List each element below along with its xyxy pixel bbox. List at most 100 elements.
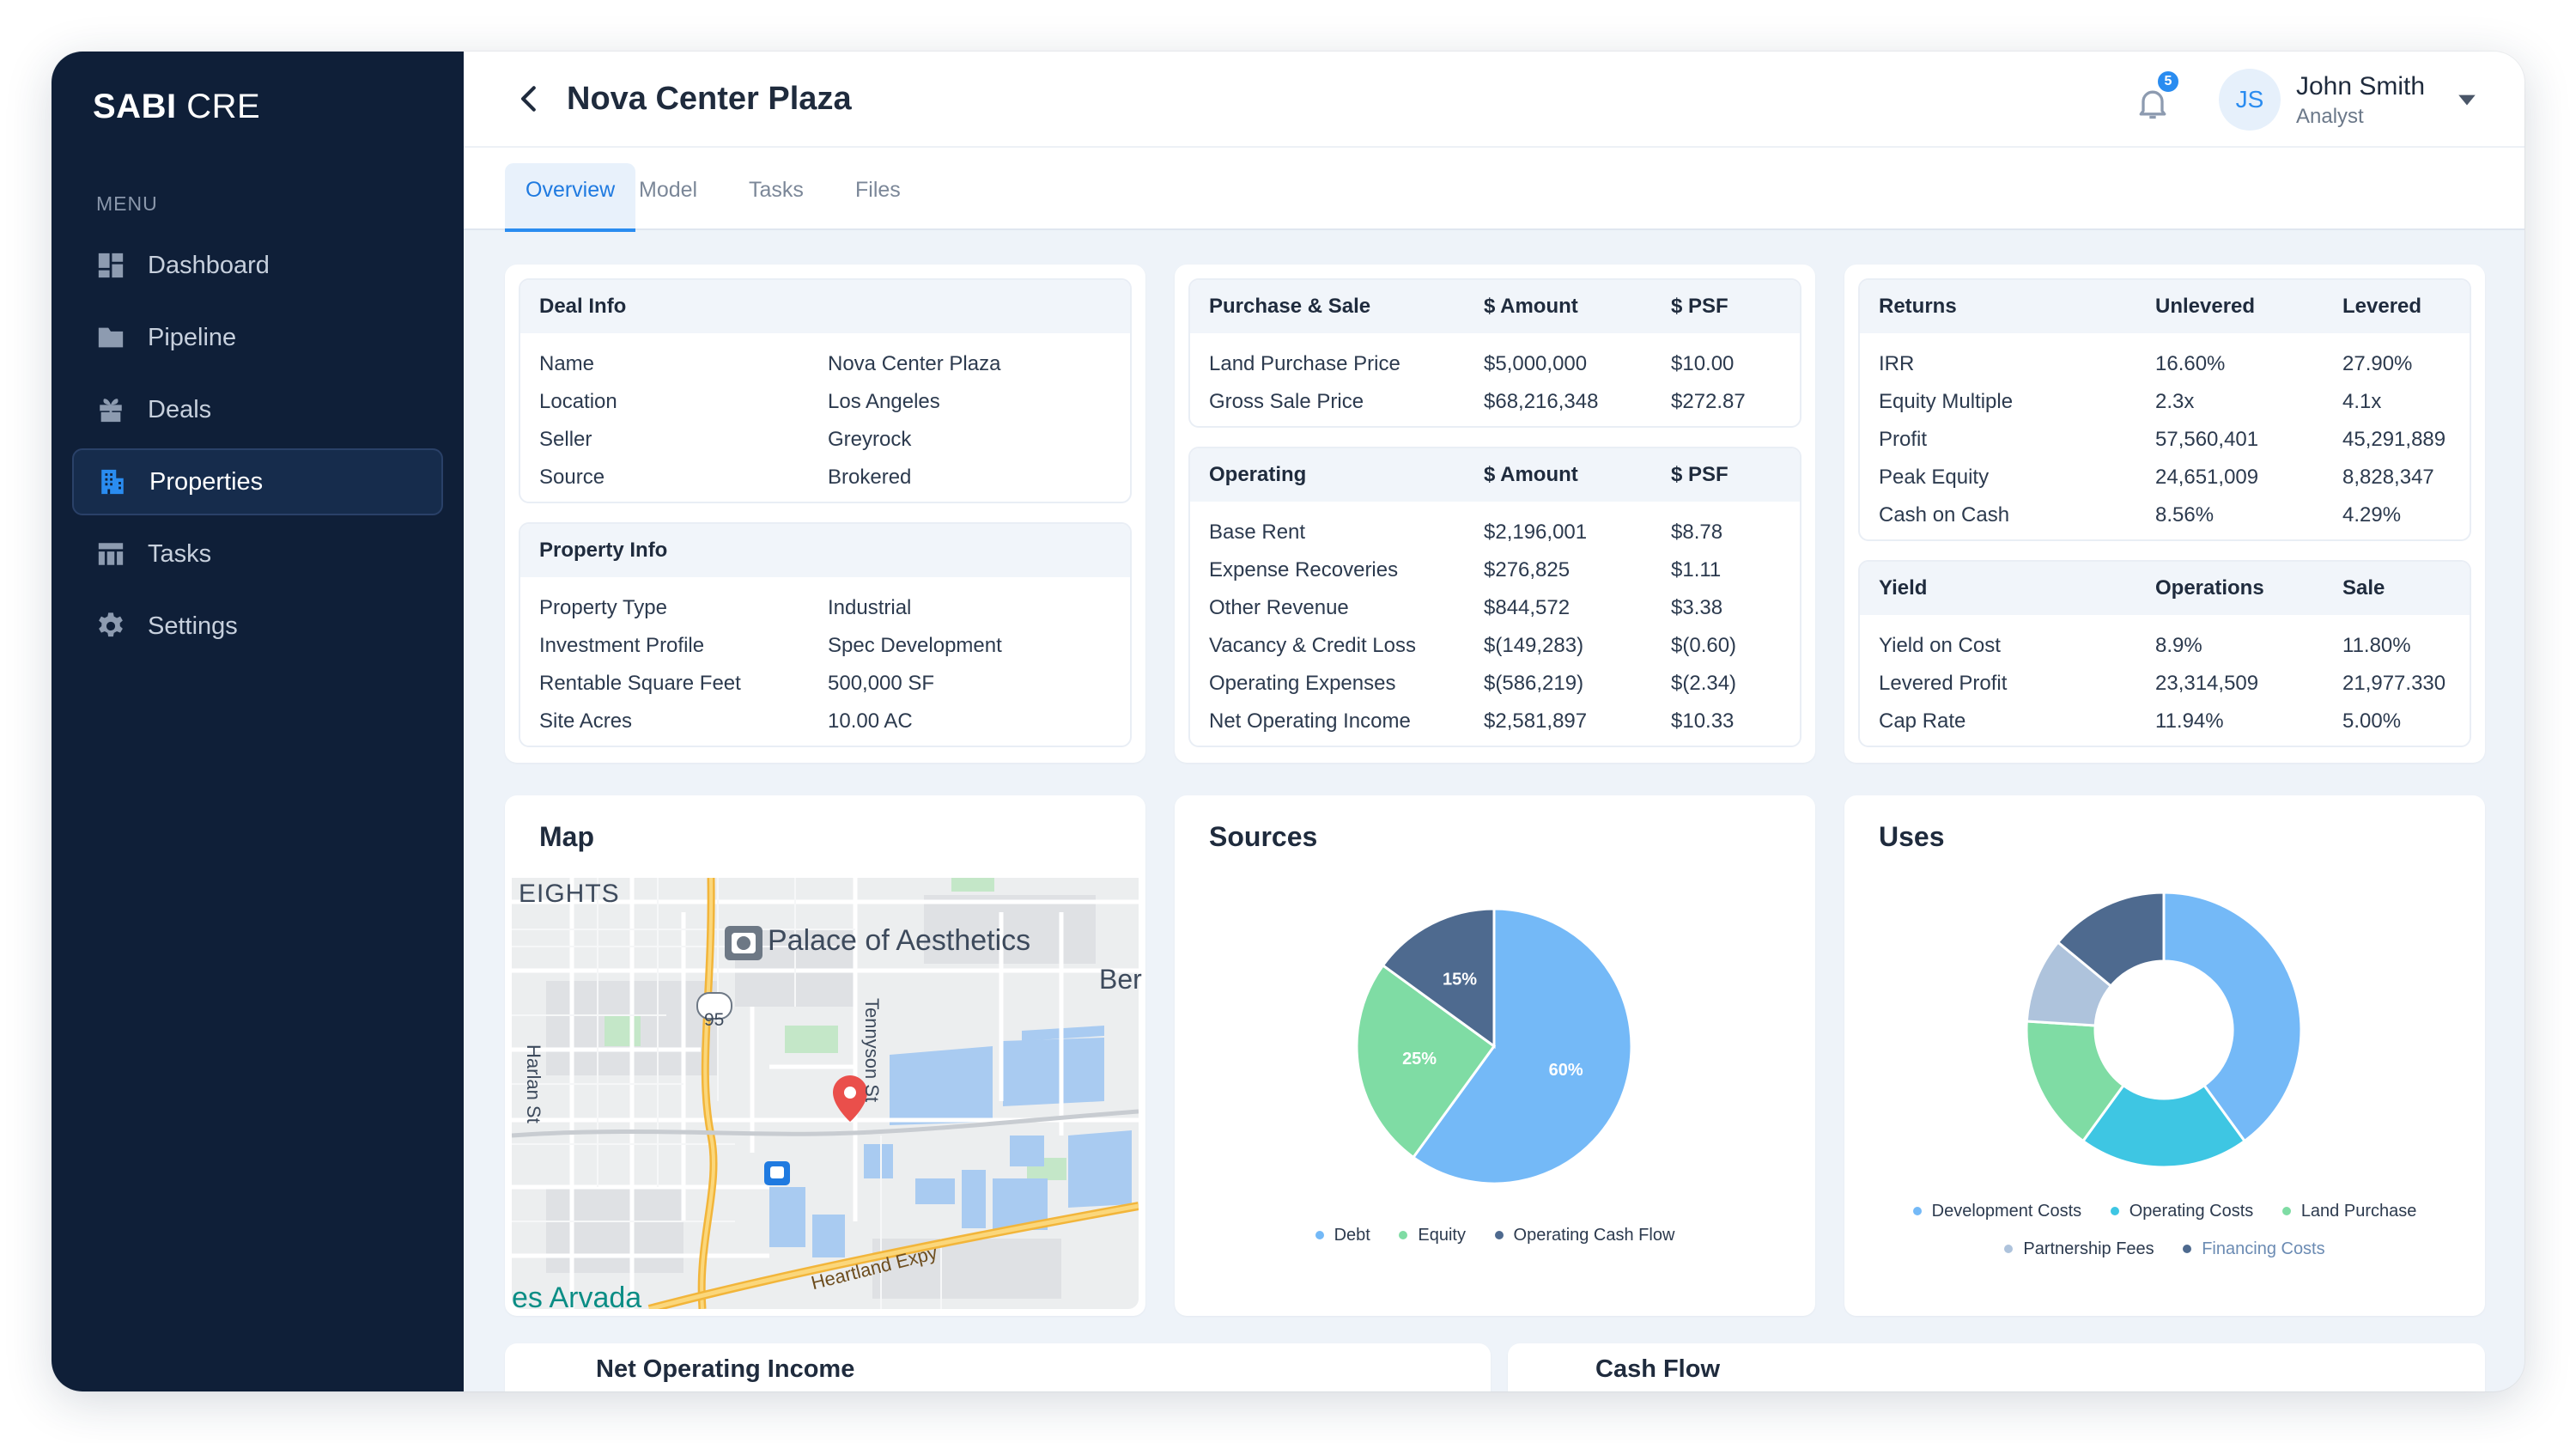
map-label-neighborhood: EIGHTS	[519, 880, 620, 908]
sidebar-item-label: Settings	[148, 612, 238, 640]
deal-info-card: Deal Info Name Nova Center Plaza Location…	[505, 265, 1145, 763]
pie-slice-financing-costs[interactable]	[2056, 891, 2166, 989]
table-row: Site Acres 10.00 AC	[539, 709, 913, 733]
table-row: Seller Greyrock	[539, 428, 912, 451]
property-info-table: Property Info Property Type Industrial In…	[519, 522, 1132, 747]
operating-table: Operating $ Amount $ PSF Base Rent $2,196,0…	[1188, 447, 1801, 747]
pie-slice-development-costs[interactable]	[2162, 891, 2303, 1143]
pie-slice-equity[interactable]	[1355, 963, 1497, 1160]
table-row: Peak Equity 24,651,009 8,828,347	[1879, 466, 2434, 489]
gift-icon	[100, 399, 122, 423]
table-row: Equity Multiple 2.3x 4.1x	[1879, 390, 2382, 413]
table-row: Net Operating Income $2,581,897 $10.33	[1209, 709, 1735, 733]
table-row: Vacancy & Credit Loss $(149,283) $(0.60)	[1209, 634, 1737, 657]
user-role: Analyst	[2296, 105, 2364, 128]
table-row: Land Purchase Price $5,000,000 $10.00	[1209, 352, 1735, 375]
header: Nova Center Plaza 5 JS John Smith Analys…	[464, 52, 2524, 146]
sidebar-item-settings[interactable]: Settings	[72, 593, 443, 660]
table-row: Gross Sale Price $68,216,348 $272.87	[1209, 390, 1746, 413]
map-label-partial: Ber	[1099, 964, 1142, 995]
brand-logo[interactable]: SABI CRE	[93, 88, 261, 125]
legend-item: Financing Costs	[2183, 1239, 2325, 1259]
street-label: Tennyson St	[861, 998, 883, 1103]
table-row: Other Revenue $844,572 $3.38	[1209, 596, 1723, 619]
sidebar-item-label: Properties	[149, 467, 264, 496]
table-row: Cap Rate 11.94% 5.00%	[1879, 709, 2402, 733]
map-title: Map	[539, 821, 594, 852]
table-row: Rentable Square Feet 500,000 SF	[539, 672, 935, 695]
sidebar-item-label: Tasks	[148, 539, 212, 568]
table-row: Profit 57,560,401 45,291,889	[1879, 428, 2446, 451]
street-label: Harlan St	[523, 1044, 544, 1123]
bell-icon[interactable]	[2134, 84, 2172, 122]
yield-table: Yield Operations Sale Yield on Cost 8.9% 11.…	[1858, 560, 2471, 747]
uses-card: Uses Development Costs Operating Costs L…	[1844, 795, 2485, 1316]
pie-slice-operating-cash-flow[interactable]	[1381, 907, 1496, 1049]
sidebar-item-properties[interactable]: Properties	[72, 448, 443, 515]
legend-item: Operating Cash Flow	[1494, 1226, 1674, 1245]
uses-legend-row1: Development Costs Operating Costs Land P…	[1844, 1201, 2485, 1221]
table-row: Cash on Cash 8.56% 4.29%	[1879, 503, 2402, 527]
table-row: Source Brokered	[539, 466, 912, 489]
deal-info-title: Deal Info	[520, 280, 1130, 333]
legend-item: Land Purchase	[2281, 1202, 2416, 1221]
sources-title: Sources	[1209, 821, 1318, 852]
sidebar-item-deals[interactable]: Deals	[72, 376, 443, 443]
uses-donut-chart	[2025, 891, 2303, 1169]
tab-model[interactable]: Model	[639, 178, 698, 202]
sidebar: SABI CRE MENU Dashboard Pipeline Deals P…	[52, 52, 464, 1391]
noi-title: Net Operating Income	[596, 1355, 855, 1383]
deal-info-table: Deal Info Name Nova Center Plaza Location…	[519, 278, 1132, 503]
folder-icon	[98, 327, 124, 348]
tab-files[interactable]: Files	[855, 178, 901, 202]
sources-pie-chart: 60% 25% 15%	[1355, 907, 1633, 1185]
table-row: Investment Profile Spec Development	[539, 634, 1002, 657]
table-row: Operating Expenses $(586,219) $(2.34)	[1209, 672, 1737, 695]
sidebar-item-pipeline[interactable]: Pipeline	[72, 304, 443, 371]
pie-label: 15%	[1443, 971, 1477, 989]
sidebar-item-dashboard[interactable]: Dashboard	[72, 232, 443, 299]
tab-overview[interactable]: Overview	[505, 163, 636, 232]
table-header: Yield Operations Sale	[1860, 562, 2470, 615]
table-row: Property Type Industrial	[539, 596, 912, 619]
map-label-city: es Arvada	[512, 1282, 642, 1314]
pie-slice-operating-costs[interactable]	[2081, 1083, 2247, 1169]
pie-slice-debt[interactable]	[1411, 907, 1633, 1185]
returns-card: Returns Unlevered Levered IRR 16.60% 27.90% …	[1844, 265, 2485, 763]
table-header: Returns Unlevered Levered	[1860, 280, 2470, 333]
chevron-left-icon[interactable]	[513, 82, 546, 115]
sidebar-item-tasks[interactable]: Tasks	[72, 521, 443, 588]
tab-tasks[interactable]: Tasks	[749, 178, 804, 202]
table-row: Name Nova Center Plaza	[539, 352, 1001, 375]
gear-icon	[99, 612, 123, 637]
table-icon	[98, 543, 124, 565]
map-view[interactable]	[512, 878, 1139, 1309]
legend-item: Development Costs	[1912, 1202, 2081, 1221]
main-content: Nova Center Plaza 5 JS John Smith Analys…	[464, 52, 2524, 1391]
noi-card: Net Operating Income	[505, 1343, 1491, 1391]
sidebar-item-label: Deals	[148, 395, 212, 423]
sidebar-item-label: Dashboard	[148, 251, 270, 279]
uses-title: Uses	[1879, 821, 1945, 852]
menu-label: MENU	[96, 192, 158, 215]
sidebar-item-label: Pipeline	[148, 323, 237, 351]
purchase-sale-table: Purchase & Sale $ Amount $ PSF Land Purcha…	[1188, 278, 1801, 428]
chevron-down-icon[interactable]	[2456, 91, 2478, 108]
legend-item: Partnership Fees	[2004, 1239, 2154, 1259]
cashflow-title: Cash Flow	[1595, 1355, 1721, 1383]
table-row: Yield on Cost 8.9% 11.80%	[1879, 634, 2411, 657]
table-header: Purchase & Sale $ Amount $ PSF	[1190, 280, 1800, 333]
tab-bar: Overview Model Tasks Files	[464, 146, 2524, 232]
table-row: IRR 16.60% 27.90%	[1879, 352, 2413, 375]
financials-card: Purchase & Sale $ Amount $ PSF Land Purcha…	[1175, 265, 1815, 763]
pie-slice-land-purchase[interactable]	[2025, 1020, 2126, 1143]
app-window: SABI CRE MENU Dashboard Pipeline Deals P…	[52, 52, 2524, 1391]
avatar[interactable]: JS	[2219, 69, 2281, 131]
table-row: Levered Profit 23,314,509 21,977.330	[1879, 672, 2446, 695]
user-name: John Smith	[2296, 72, 2426, 100]
sources-legend: Debt Equity Operating Cash Flow	[1175, 1225, 1815, 1245]
building-icon	[101, 469, 124, 495]
table-row: Expense Recoveries $276,825 $1.11	[1209, 558, 1722, 581]
map-label-poi: Palace of Aesthetics	[768, 924, 1031, 957]
route-number: 95	[704, 1010, 725, 1030]
